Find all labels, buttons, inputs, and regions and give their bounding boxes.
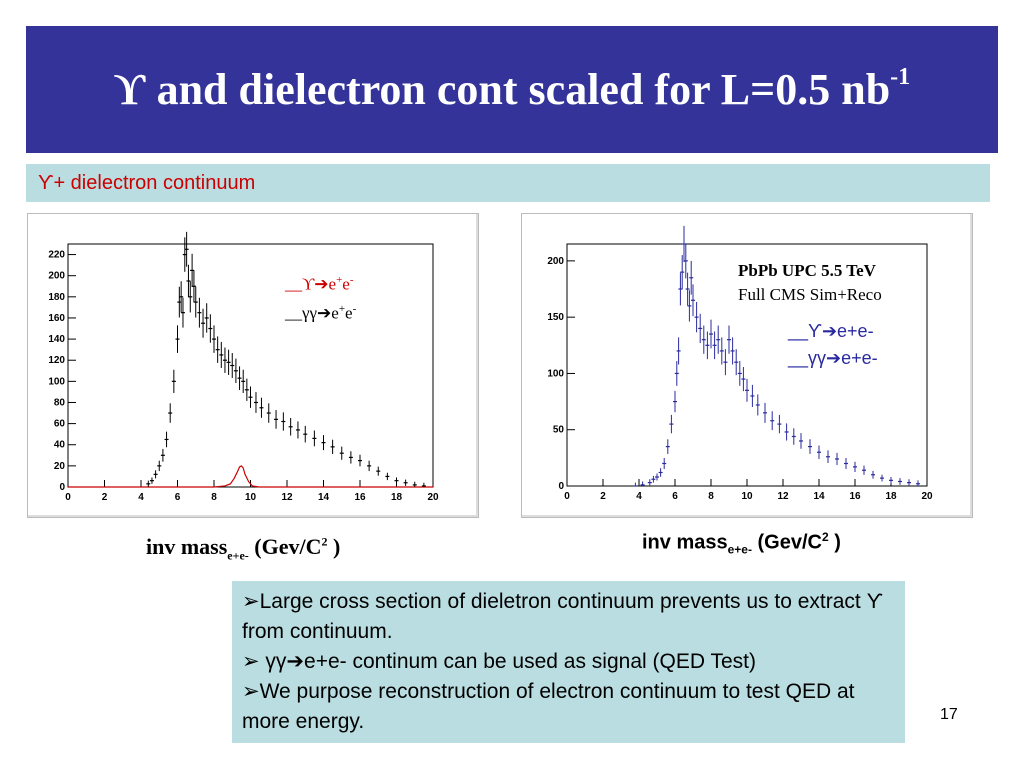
y-tick-label: 220 <box>48 250 65 261</box>
right-plot-panel: 0 2 4 6 8 10 12 14 16 18 20 0 50 100 150 200 <box>521 213 973 518</box>
x-tick-label: 8 <box>211 492 217 503</box>
legend-upsilon-plus: + <box>336 274 343 286</box>
x-tick-label: 16 <box>849 491 861 502</box>
y-tick-label: 100 <box>547 368 564 379</box>
xlabel-left-close: ) <box>327 534 341 559</box>
xlabel-left-main: inv mass <box>146 534 228 559</box>
x-tick-label: 20 <box>427 492 439 503</box>
arrow-icon: ➔ <box>317 303 332 323</box>
legend-upsilon-prefix: __ϒ <box>285 274 315 294</box>
xlabel-right-close: ) <box>828 531 841 554</box>
legend-right-upsilon: __ϒ➔e+e- <box>788 318 878 345</box>
slide-title: ϒ and dielectron cont scaled for L=0.5 n… <box>114 64 910 115</box>
legend-gg-e: e <box>331 303 339 323</box>
y-tick-label: 20 <box>54 461 66 472</box>
xlabel-left-sub: e+e- <box>227 548 249 563</box>
left-legend: __ϒ➔e+e- __γγ➔e+e- <box>285 268 356 325</box>
legend-gg-plus: + <box>338 302 346 315</box>
y-tick-label: 200 <box>547 256 564 267</box>
xlabel-left-unit: (Gev/C <box>248 534 322 559</box>
y-tick-label: 180 <box>48 292 65 303</box>
x-tick-label: 2 <box>600 491 606 502</box>
y-tick-label: 40 <box>54 440 66 451</box>
legend-right-upsilon-tail: e+e- <box>837 321 874 341</box>
arrow-icon: ➔ <box>314 274 329 294</box>
y-tick-label: 160 <box>48 313 65 324</box>
arrow-icon: ➔ <box>826 348 842 368</box>
y-tick-label: 150 <box>547 312 564 323</box>
plot-frame <box>67 243 434 488</box>
x-tick-label: 2 <box>102 492 108 503</box>
sim-label-line1: PbPb UPC 5.5 TeV <box>738 261 876 280</box>
x-tick-label: 4 <box>138 492 144 503</box>
xlabel-right-unit: (Gev/C <box>751 531 822 554</box>
legend-right-upsilon-prefix: __ϒ <box>788 321 822 341</box>
right-x-axis-label: inv masse+e- (Gev/C2 ) <box>642 530 841 557</box>
subtitle-text: ϒ+ dielectron continuum <box>38 171 256 194</box>
legend-upsilon: __ϒ➔e+e- <box>285 268 356 297</box>
series-line-upsilon <box>68 465 433 488</box>
note-line-2: ➢ γγ➔e+e- continum can be used as signal… <box>242 650 756 673</box>
legend-right-gg-tail: e+e- <box>841 348 878 368</box>
note-line-3: ➢We purpose reconstruction of electron c… <box>242 680 855 733</box>
xlabel-left-sup: 2 <box>321 534 328 549</box>
legend-gg: __γγ➔e+e- <box>285 297 356 326</box>
sim-label-line2: Full CMS Sim+Reco <box>738 285 882 304</box>
title-superscript: -1 <box>890 64 911 91</box>
y-tick-label: 100 <box>48 376 65 387</box>
y-tick-label: 200 <box>48 271 65 282</box>
x-tick-label: 4 <box>636 491 642 502</box>
x-tick-label: 8 <box>708 491 714 502</box>
x-tick-label: 18 <box>391 492 403 503</box>
legend-gg-prefix: __γγ <box>285 303 318 323</box>
x-tick-label: 12 <box>777 491 789 502</box>
left-plot-panel: 0 2 4 6 8 10 12 14 16 18 20 0 20 40 60 80 100 120 140 160 18… <box>27 213 479 518</box>
arrow-icon: ➔ <box>821 321 838 341</box>
legend-upsilon-e: e <box>328 274 337 294</box>
x-tick-label: 6 <box>175 492 181 503</box>
x-tick-label: 14 <box>318 492 330 503</box>
left-histogram-chart: 0 2 4 6 8 10 12 14 16 18 2002040608010012014016018… <box>48 231 439 503</box>
x-tick-label: 10 <box>741 491 753 502</box>
x-tick-label: 0 <box>65 492 71 503</box>
x-tick-label: 14 <box>813 491 825 502</box>
x-tick-label: 10 <box>245 492 257 503</box>
x-tick-label: 16 <box>354 492 366 503</box>
x-tick-label: 0 <box>564 491 570 502</box>
xlabel-right-sup: 2 <box>822 530 829 544</box>
x-tick-label: 6 <box>672 491 678 502</box>
legend-gg-minus: - <box>352 302 357 315</box>
notes-box: ➢Large cross section of dieletron contin… <box>232 581 905 743</box>
right-legend: __ϒ➔e+e- __γγ➔e+e- <box>788 318 878 372</box>
simulation-label: PbPb UPC 5.5 TeV Full CMS Sim+Reco <box>738 259 882 307</box>
y-tick-label: 50 <box>553 425 565 436</box>
xlabel-right-sub: e+e- <box>727 542 752 557</box>
y-tick-label: 120 <box>48 355 65 366</box>
y-tick-label: 60 <box>54 419 66 430</box>
x-tick-label: 18 <box>885 491 897 502</box>
legend-upsilon-minus: - <box>349 274 354 286</box>
legend-gg-e2: e <box>345 303 353 323</box>
y-tick-label: 0 <box>558 481 564 492</box>
y-tick-label: 140 <box>48 334 65 345</box>
title-bar: ϒ and dielectron cont scaled for L=0.5 n… <box>26 26 998 153</box>
page-number: 17 <box>940 706 958 723</box>
title-main: ϒ and dielectron cont scaled for L=0.5 n… <box>113 65 891 114</box>
xlabel-right-main: inv mass <box>642 531 728 554</box>
x-tick-label: 12 <box>281 492 293 503</box>
y-tick-label: 80 <box>54 397 66 408</box>
legend-right-gg-prefix: __γγ <box>788 348 827 368</box>
note-line-1: ➢Large cross section of dieletron contin… <box>242 590 883 643</box>
legend-upsilon-e2: e <box>342 274 350 294</box>
x-tick-label: 20 <box>921 491 933 502</box>
left-x-axis-label: inv masse+e- (Gev/C2 ) <box>146 534 340 563</box>
legend-right-gg: __γγ➔e+e- <box>788 345 878 372</box>
y-tick-label: 0 <box>59 482 65 493</box>
subtitle-bar: ϒ+ dielectron continuum <box>26 164 990 202</box>
